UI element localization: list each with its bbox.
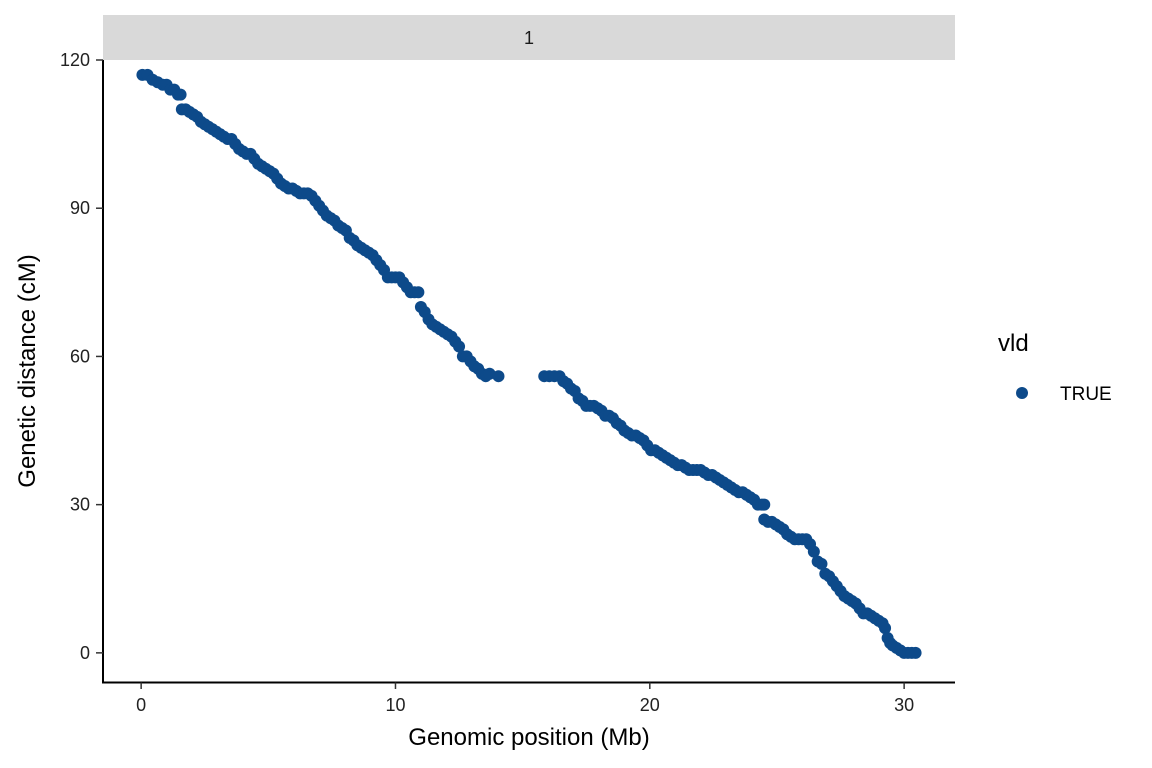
y-tick-label: 0	[80, 643, 90, 663]
data-point	[815, 557, 828, 570]
facet-strip-label: 1	[524, 28, 534, 48]
data-point	[174, 88, 187, 101]
legend-key-point	[1016, 387, 1028, 399]
y-axis-ticks: 0 30 60 90 120	[60, 50, 103, 663]
data-point	[879, 622, 892, 635]
facet-strip	[103, 15, 955, 60]
y-tick-label: 30	[70, 495, 90, 515]
data-point	[453, 340, 466, 353]
legend: vld TRUE	[998, 330, 1112, 405]
y-tick-label: 60	[70, 346, 90, 366]
data-point	[412, 286, 425, 299]
legend-title: vld	[998, 330, 1029, 357]
y-axis-title: Genetic distance (cM)	[14, 254, 41, 487]
legend-label-true: TRUE	[1060, 384, 1112, 405]
y-tick-label: 120	[60, 50, 90, 70]
y-tick-label: 90	[70, 198, 90, 218]
x-axis-ticks: 0 10 20 30	[136, 682, 914, 715]
data-point	[909, 646, 922, 659]
x-tick-label: 30	[894, 695, 914, 715]
x-tick-label: 20	[640, 695, 660, 715]
x-axis-title: Genomic position (Mb)	[408, 724, 649, 751]
data-point	[492, 370, 505, 383]
data-point	[807, 545, 820, 558]
x-tick-label: 10	[385, 695, 405, 715]
x-tick-label: 0	[136, 695, 146, 715]
data-point	[758, 498, 771, 511]
data-points	[136, 68, 922, 659]
